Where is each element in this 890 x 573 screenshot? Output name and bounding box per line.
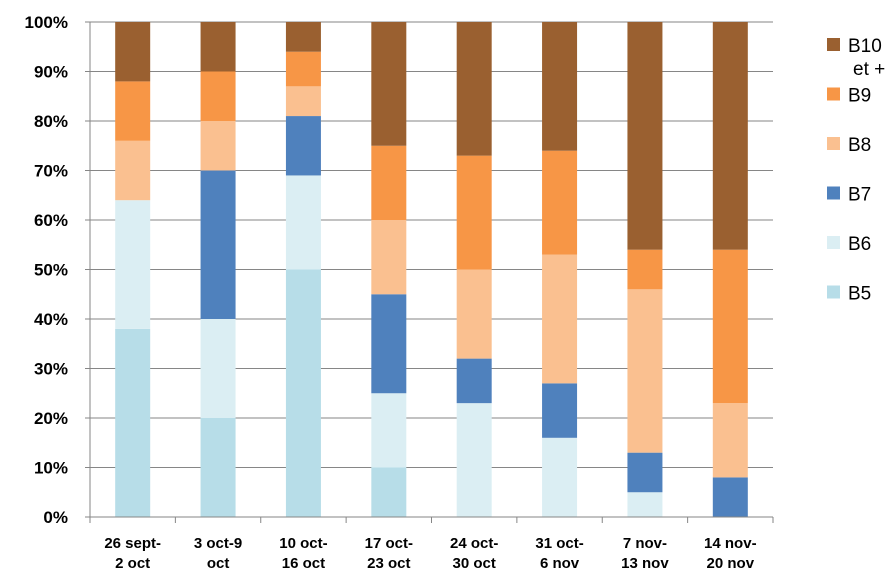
gridlines	[90, 21, 773, 468]
bar-segment-b8	[712, 403, 748, 478]
bar-segment-b9	[712, 249, 748, 404]
x-axis: 26 sept-2 oct 3 oct-9 oct 10 oct-16 oct 17 o…	[89, 516, 774, 572]
bar-segment-b9	[200, 71, 236, 121]
bar-segment-b9	[627, 249, 663, 290]
bar-segment-b9	[456, 155, 492, 270]
bar-segment-b5	[285, 269, 321, 517]
bar-segment-b7	[627, 452, 663, 493]
x-tick-label: 26 sept-2 oct	[104, 535, 161, 572]
bar-segment-b9	[285, 51, 321, 87]
bar-segment-b7	[371, 294, 407, 394]
y-tick-label: 0%	[43, 508, 68, 527]
bar-segment-b9	[542, 150, 578, 255]
legend-swatch	[827, 186, 840, 200]
legend-label: B7	[848, 185, 871, 206]
bar-segment-b8	[115, 140, 151, 201]
bar-segment-b8	[285, 86, 321, 117]
bar-segment-b10-et-	[542, 22, 578, 151]
bar-segment-b8	[200, 121, 236, 171]
x-tick-label: 14 nov-20 nov	[704, 535, 757, 572]
bar-segment-b8	[371, 220, 407, 295]
bar-segment-b10-et-	[456, 22, 492, 156]
bar-segment-b10-et-	[627, 22, 663, 250]
x-tick-label: 17 oct-23 oct	[365, 535, 413, 572]
legend-swatch	[827, 236, 840, 249]
bar-segment-b7	[456, 358, 492, 404]
bar-segment-b8	[627, 289, 663, 453]
x-tick-label: 3 oct-9 oct	[194, 535, 242, 572]
bar-segment-b10-et-	[371, 22, 407, 146]
bar-segment-b6	[627, 492, 663, 517]
bar-segment-b6	[285, 175, 321, 270]
y-tick-label: 30%	[34, 360, 68, 379]
y-tick-label: 100%	[25, 13, 68, 32]
legend-label: B9	[848, 86, 871, 107]
bar-segment-b9	[371, 145, 407, 220]
legend-label: B10 et +	[848, 36, 885, 80]
legend-swatch	[827, 285, 840, 299]
bar-segment-b8	[456, 269, 492, 359]
bar-segment-b6	[200, 319, 236, 418]
y-tick-label: 10%	[34, 459, 68, 478]
bar-segment-b6	[456, 403, 492, 517]
y-tick-label: 20%	[34, 409, 68, 428]
x-tick-label: 31 oct-6 nov	[535, 535, 583, 572]
y-axis: 0% 10% 20% 30% 40% 50% 60% 70% 80% 90% 100%	[25, 13, 91, 527]
legend-label: B6	[848, 234, 871, 255]
legend-swatch	[827, 137, 840, 150]
legend: B10 et + B9 B8 B7 B6 B5	[827, 36, 885, 305]
x-tick-label: 10 oct-16 oct	[279, 535, 327, 572]
x-tick-label: 7 nov-13 nov	[621, 535, 669, 572]
y-tick-label: 60%	[34, 211, 68, 230]
y-tick-label: 70%	[34, 162, 68, 181]
x-tick-label: 24 oct-30 oct	[450, 535, 498, 572]
bar-segment-b10-et-	[285, 22, 321, 52]
bar-segment-b5	[200, 418, 236, 517]
bar-segment-b10-et-	[115, 22, 151, 82]
bar-segment-b6	[115, 200, 151, 329]
bar-series	[115, 22, 748, 517]
bar-segment-b10-et-	[200, 22, 236, 72]
y-tick-label: 40%	[34, 310, 68, 329]
y-tick-label: 90%	[34, 63, 68, 82]
legend-swatch	[827, 87, 840, 101]
bar-segment-b9	[115, 81, 151, 141]
y-tick-label: 50%	[34, 261, 68, 280]
bar-segment-b7	[285, 116, 321, 176]
legend-swatch	[827, 38, 840, 51]
bar-segment-b5	[115, 328, 151, 517]
bar-segment-b7	[712, 477, 748, 517]
legend-label: B5	[848, 284, 871, 305]
bar-segment-b10-et-	[712, 22, 748, 250]
bar-segment-b5	[371, 467, 407, 517]
bar-segment-b6	[542, 437, 578, 517]
bar-segment-b7	[542, 383, 578, 438]
y-tick-label: 80%	[34, 112, 68, 131]
bar-segment-b8	[542, 254, 578, 384]
legend-label: B8	[848, 135, 871, 156]
bar-segment-b6	[371, 393, 407, 468]
bar-segment-b7	[200, 170, 236, 319]
